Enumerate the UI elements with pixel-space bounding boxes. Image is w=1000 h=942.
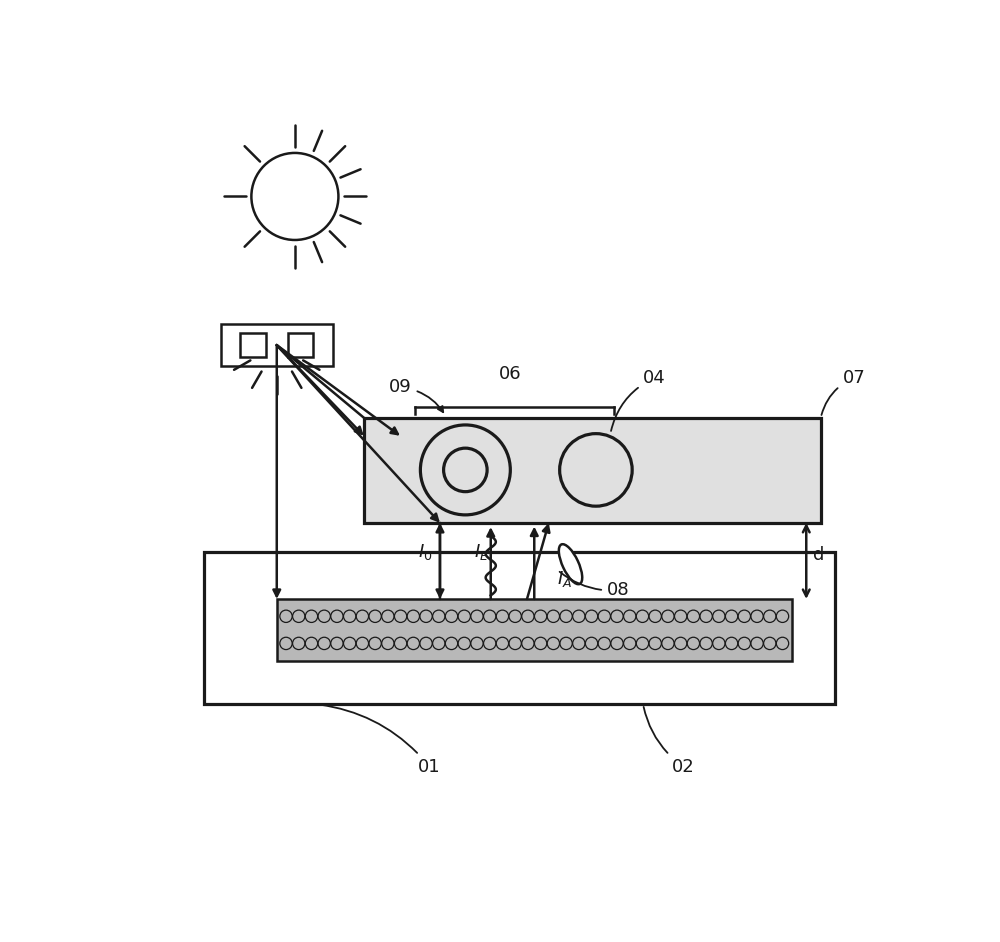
Text: $I_E$: $I_E$: [474, 542, 490, 561]
Bar: [240, 333, 266, 357]
Text: 01: 01: [319, 705, 441, 775]
Bar: [221, 324, 333, 366]
Text: 06: 06: [499, 365, 522, 382]
Text: $I_A$: $I_A$: [557, 569, 572, 589]
Text: d: d: [813, 546, 824, 564]
Bar: [364, 417, 821, 523]
Bar: [204, 552, 835, 705]
Bar: [277, 599, 792, 660]
Text: 08: 08: [560, 572, 629, 599]
Text: $I_0$: $I_0$: [418, 542, 433, 561]
Text: 07: 07: [821, 369, 865, 415]
Text: 04: 04: [611, 369, 666, 430]
Ellipse shape: [559, 544, 582, 584]
Text: 09: 09: [389, 379, 443, 413]
Text: 02: 02: [644, 706, 695, 775]
Bar: [288, 333, 313, 357]
